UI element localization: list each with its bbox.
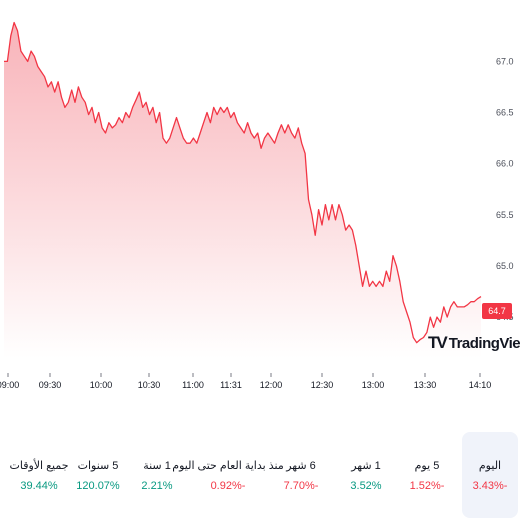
tradingview-logo-text: TradingView xyxy=(448,334,520,352)
x-tick-label: 09:30 xyxy=(39,380,62,390)
price-area-fill xyxy=(4,22,481,358)
period-change-value: 3.52% xyxy=(350,479,382,492)
period-1-year[interactable]: 1 سنة 2.21% xyxy=(128,432,186,518)
x-tick-label: 11:00 xyxy=(182,380,204,390)
x-tick-label: 12:30 xyxy=(311,380,334,390)
x-tick-label: 11:31 xyxy=(220,380,242,390)
period-label: 1 سنة xyxy=(143,459,171,472)
period-label: اليوم xyxy=(478,459,502,472)
chart-svg: 67.066.566.065.565.064.509:0009:3010:001… xyxy=(0,21,514,390)
x-tick-label: 10:00 xyxy=(90,380,113,390)
x-tick-label: 14:10 xyxy=(469,380,492,390)
period-label: 1 شهر xyxy=(351,459,381,472)
period-change-value: 120.07% xyxy=(76,479,120,492)
price-line xyxy=(4,21,482,344)
period-ytd[interactable]: منذ بداية العام حتى اليوم 0.92%- xyxy=(172,432,283,518)
price-chart[interactable]: 67.066.566.065.565.064.509:0009:3010:001… xyxy=(0,0,520,400)
period-today[interactable]: اليوم 3.43%- xyxy=(462,432,518,518)
period-change-value: 7.70%- xyxy=(283,479,319,492)
period-label: 5 سنوات xyxy=(77,459,119,472)
period-performance-bar: جميع الأوقات 39.44% 5 سنوات 120.07% 1 سن… xyxy=(0,432,520,518)
tradingview-watermark[interactable]: TV TradingView xyxy=(428,331,520,355)
period-label: منذ بداية العام حتى اليوم xyxy=(172,459,284,472)
y-tick-label: 66.0 xyxy=(496,159,514,169)
period-1-month[interactable]: 1 شهر 3.52% xyxy=(337,432,395,518)
period-label: 5 يوم xyxy=(414,459,440,472)
period-change-value: 39.44% xyxy=(20,479,58,492)
x-tick-label: 10:30 xyxy=(138,380,161,390)
y-tick-label: 65.0 xyxy=(496,261,514,271)
x-tick-label: 12:00 xyxy=(260,380,283,390)
period-5-days[interactable]: 5 يوم 1.52%- xyxy=(398,432,456,518)
period-change-value: 2.21% xyxy=(141,479,173,492)
x-tick-label: 13:30 xyxy=(414,380,437,390)
period-change-value: 1.52%- xyxy=(409,479,445,492)
period-6-months[interactable]: 6 شهر 7.70%- xyxy=(272,432,330,518)
period-label: جميع الأوقات xyxy=(9,459,69,472)
y-tick-label: 66.5 xyxy=(496,108,514,118)
x-tick-label: 09:00 xyxy=(0,380,19,390)
period-label: 6 شهر xyxy=(286,459,316,472)
y-tick-label: 65.5 xyxy=(496,210,514,220)
period-5-years[interactable]: 5 سنوات 120.07% xyxy=(69,432,127,518)
last-price-badge: 64.7 xyxy=(482,303,512,319)
period-all-time[interactable]: جميع الأوقات 39.44% xyxy=(9,432,69,518)
x-tick-label: 13:00 xyxy=(362,380,385,390)
tradingview-logo-icon: TV xyxy=(428,333,448,352)
period-change-value: 3.43%- xyxy=(472,479,508,492)
y-tick-label: 67.0 xyxy=(496,56,514,66)
period-change-value: 0.92%- xyxy=(210,479,246,492)
